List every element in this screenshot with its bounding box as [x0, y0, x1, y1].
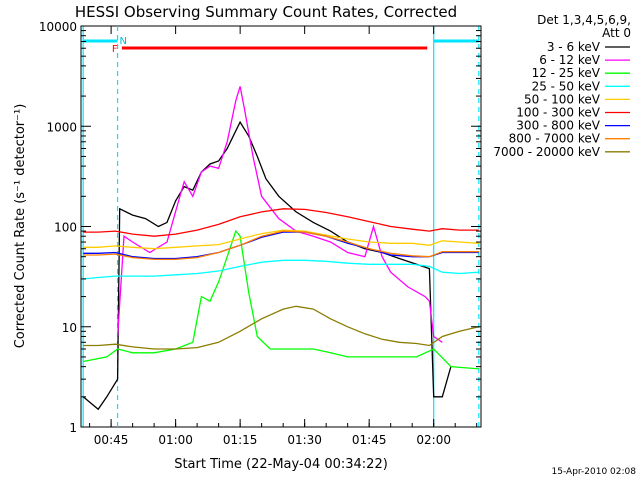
legend-label-6: 300 - 800 keV — [516, 119, 600, 133]
legend-label-1: 6 - 12 keV — [539, 53, 601, 67]
legend-label-3: 25 - 50 keV — [532, 79, 601, 93]
series-line-3 — [83, 259, 479, 280]
y-tick-label: 10000 — [39, 20, 77, 34]
y-tick-label: 1000 — [46, 120, 77, 134]
x-tick-label: 02:00 — [416, 433, 451, 447]
legend-label-0: 3 - 6 keV — [547, 40, 601, 54]
legend-label-4: 50 - 100 keV — [524, 92, 601, 106]
night-flag-label: N — [120, 36, 127, 47]
y-axis: 1 10 100 1000 10000 — [39, 20, 481, 435]
x-axis-label: Start Time (22-May-04 00:34:22) — [174, 457, 388, 472]
plot-area — [80, 25, 482, 428]
y-axis-label: Corrected Count Rate (s⁻¹ detector⁻¹) — [13, 104, 28, 349]
legend-label-8: 7000 - 20000 keV — [493, 145, 600, 159]
series-layer — [82, 86, 479, 411]
series-line-0 — [82, 120, 452, 411]
x-tick-label: 01:00 — [158, 433, 193, 447]
x-tick-label: 01:30 — [287, 433, 322, 447]
series-line-6 — [83, 231, 479, 260]
legend-label-7: 800 - 7000 keV — [509, 132, 601, 146]
legend-header-line-1: Det 1,3,4,5,6,9, — [537, 13, 631, 27]
x-axis: 00:45 01:00 01:15 01:30 01:45 02:00 — [89, 26, 478, 447]
legend-header-line-2: Att 0 — [602, 26, 631, 40]
series-line-8 — [83, 305, 479, 350]
x-tick-label: 00:45 — [94, 433, 129, 447]
series-line-2 — [83, 229, 479, 370]
shading-layer — [82, 26, 480, 427]
series-line-7 — [83, 230, 479, 261]
flag-layer: FN — [83, 36, 479, 55]
timestamp: 15-Apr-2010 02:08 — [552, 467, 637, 477]
legend-label-2: 12 - 25 keV — [532, 66, 601, 80]
flare-flag-label: F — [112, 44, 118, 55]
legend-label-5: 100 - 300 keV — [516, 106, 600, 120]
series-line-4 — [83, 229, 479, 250]
x-tick-label: 01:15 — [223, 433, 258, 447]
x-tick-label: 01:45 — [352, 433, 387, 447]
series-line-1 — [116, 86, 443, 343]
y-tick-label: 1 — [69, 421, 77, 435]
series-line-5 — [83, 208, 479, 237]
y-tick-label: 100 — [54, 221, 77, 235]
chart-title: HESSI Observing Summary Count Rates, Cor… — [75, 3, 457, 21]
y-tick-label: 10 — [62, 321, 77, 335]
